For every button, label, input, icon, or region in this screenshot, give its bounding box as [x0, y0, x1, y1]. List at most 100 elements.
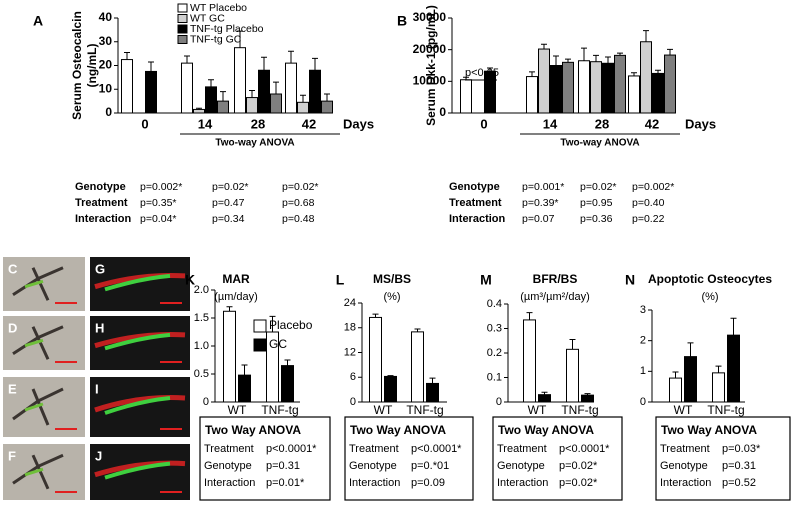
- x-tick-label: TNF-tg: [261, 403, 298, 417]
- label-stain: [24, 467, 44, 477]
- x-tick-label: TNF-tg: [707, 403, 744, 417]
- stats-value: p=0.31: [722, 460, 756, 472]
- legend-label: GC: [269, 337, 287, 351]
- stats-label: Interaction: [349, 477, 400, 489]
- y-tick-label: 0.4: [487, 298, 502, 310]
- y-tick-label: 20000: [413, 42, 447, 56]
- chart-subtitle: (%): [701, 291, 718, 303]
- bar: [270, 93, 282, 114]
- chart-title: MS/BS: [373, 272, 411, 286]
- chart-subtitle: (%): [383, 291, 400, 303]
- error-bar: [715, 365, 722, 373]
- stats-value: p=0.47: [212, 197, 245, 209]
- stats-label: Treatment: [75, 197, 128, 209]
- error-bar: [312, 57, 318, 71]
- x-tick-label: WT: [374, 403, 393, 417]
- stats-value: p=0.68: [282, 197, 315, 209]
- error-bar: [553, 55, 559, 66]
- y-tick-label: 1.0: [194, 340, 209, 352]
- error-bar: [226, 306, 233, 312]
- error-bar: [687, 342, 694, 357]
- chart-subtitle: (µm³/µm²/day): [520, 291, 590, 303]
- panel-letter: K: [185, 272, 195, 288]
- x-tick-label: 42: [302, 116, 316, 131]
- stats-label: Treatment: [449, 197, 502, 209]
- stats-title: Two Way ANOVA: [205, 423, 301, 437]
- stats-value: p=0.31: [266, 460, 300, 472]
- x-tick-label: WT: [228, 403, 247, 417]
- error-bar: [148, 61, 154, 72]
- annotation: Two-way ANOVA: [560, 138, 639, 149]
- error-bar: [529, 71, 535, 77]
- y-tick-label: 10000: [413, 74, 447, 88]
- error-bar: [569, 339, 576, 350]
- bar: [369, 316, 382, 403]
- significance-label: p<0.05: [465, 67, 499, 79]
- stats-value: p=0.001*: [522, 181, 564, 193]
- bar: [640, 41, 652, 114]
- bar: [550, 65, 562, 114]
- label-stain: [24, 279, 44, 289]
- stats-label: Interaction: [497, 477, 548, 489]
- bar: [460, 79, 472, 114]
- y-tick-label: 0.3: [487, 322, 502, 334]
- bar: [538, 394, 551, 403]
- bar: [602, 62, 614, 114]
- label-stain: [24, 402, 44, 412]
- error-bar: [124, 51, 130, 60]
- stats-label: Treatment: [497, 443, 547, 455]
- panel-letter: M: [480, 272, 492, 288]
- y-tick-label: 3: [640, 304, 646, 316]
- x-tick-label: TNF-tg: [561, 403, 598, 417]
- y-tick-label: 2: [640, 335, 646, 347]
- legend-swatch: [253, 319, 267, 333]
- bar: [246, 97, 258, 114]
- stats-value: p=0.002*: [632, 181, 674, 193]
- osteocyte: [12, 266, 64, 301]
- stats-value: p=0.01*: [266, 477, 305, 489]
- osteocyte: [12, 387, 64, 426]
- y-tick-label: 0: [496, 396, 502, 408]
- stats-value: p=0.02*: [559, 477, 598, 489]
- stats-value: p=0.07: [522, 213, 555, 225]
- green-stain: [104, 273, 171, 292]
- y-tick-label: 0: [439, 105, 446, 119]
- y-axis-label: Serum Dkk-1 (pg/mL): [424, 5, 438, 126]
- stats-value: p=0.34: [212, 213, 245, 225]
- stats-title: Two Way ANOVA: [661, 423, 757, 437]
- stats-value: p=0.36: [580, 213, 613, 225]
- stats-value: p=0.09: [411, 477, 445, 489]
- y-tick-label: 0: [640, 396, 646, 408]
- stats-box: [492, 416, 623, 501]
- y-tick-label: 24: [344, 297, 356, 309]
- stats-label: Genotype: [660, 460, 708, 472]
- panel-letter: I: [95, 381, 99, 396]
- legend-label: Placebo: [269, 318, 313, 332]
- stats-label: Interaction: [75, 213, 132, 225]
- x-tick-label: WT: [528, 403, 547, 417]
- green-stain: [104, 332, 171, 351]
- panel-letter: H: [95, 320, 104, 335]
- x-tick-label: 0: [141, 116, 148, 131]
- bar: [321, 100, 333, 114]
- error-bar: [414, 328, 421, 332]
- stats-value: p=0.*01: [411, 460, 449, 472]
- chart-title: BFR/BS: [533, 272, 578, 286]
- bar: [628, 75, 640, 114]
- bar: [614, 54, 626, 114]
- stats-label: Genotype: [349, 460, 397, 472]
- bar: [238, 374, 251, 403]
- stats-value: p<0.0001*: [266, 443, 317, 455]
- stats-label: Treatment: [204, 443, 254, 455]
- bar: [664, 54, 676, 114]
- error-bar: [643, 30, 649, 42]
- x-tick-label: 14: [543, 116, 558, 131]
- stats-label: Interaction: [660, 477, 711, 489]
- error-bar: [667, 48, 673, 56]
- error-bar: [463, 76, 469, 80]
- legend-swatch: [177, 24, 188, 34]
- error-bar: [284, 359, 291, 366]
- x-tick-label: TNF-tg: [406, 403, 443, 417]
- panel-letter: J: [95, 448, 102, 463]
- bar: [411, 331, 424, 403]
